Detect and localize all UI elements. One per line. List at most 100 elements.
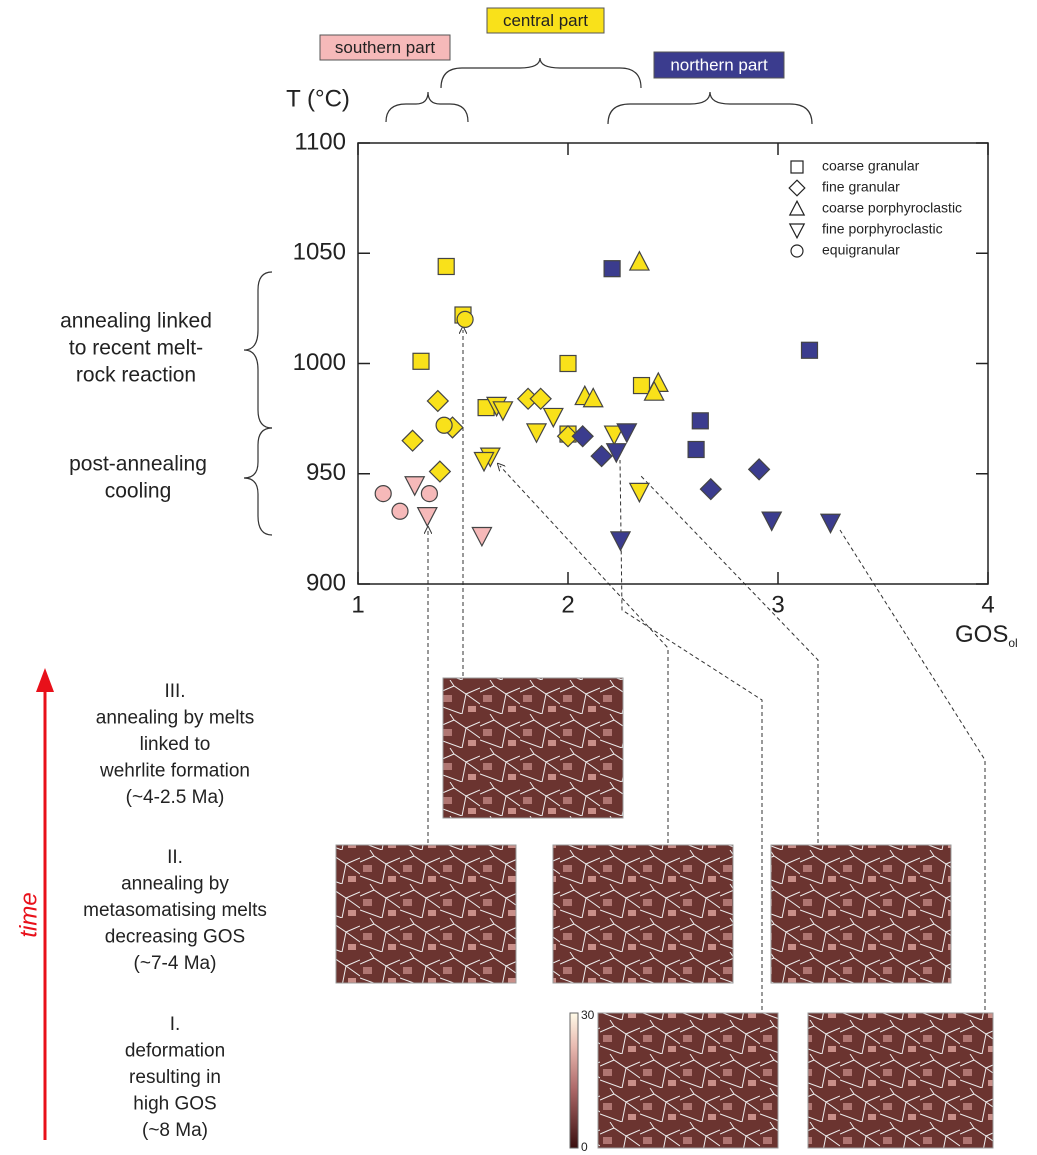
marker-down	[492, 401, 514, 422]
annotation-line: to recent melt-	[69, 337, 203, 360]
colorbar	[569, 1012, 579, 1149]
marker-down	[603, 425, 625, 446]
marker-down	[761, 511, 783, 532]
marker-square	[437, 257, 455, 276]
marker-up	[643, 380, 665, 401]
marker-down	[473, 451, 495, 473]
marker-down	[788, 223, 806, 240]
micrograph	[442, 677, 624, 819]
region-label: northern part	[670, 55, 768, 74]
annotation-line: annealing by	[121, 874, 229, 895]
y-tick-label: 1000	[293, 349, 346, 376]
legend-label: coarse granular	[822, 158, 920, 174]
marker-down	[616, 423, 638, 444]
annotation-line: II.	[167, 847, 183, 868]
marker-up	[788, 199, 806, 216]
time-label: time	[15, 892, 42, 937]
marker-down	[542, 407, 564, 429]
marker-circle	[391, 502, 409, 520]
x-tick-label: 4	[981, 591, 994, 618]
region-label: southern part	[335, 38, 435, 57]
x-tick-label: 2	[561, 591, 574, 618]
legend-label: fine granular	[822, 179, 900, 195]
region-box	[319, 34, 451, 61]
annotation-line: III.	[164, 681, 185, 702]
marker-up	[628, 250, 650, 271]
marker-diamond	[747, 458, 771, 481]
legend-label: coarse porphyroclastic	[822, 200, 962, 216]
marker-square	[632, 376, 651, 395]
marker-down	[404, 476, 426, 497]
marker-circle	[374, 484, 392, 503]
y-tick-label: 1100	[294, 128, 346, 155]
annotation-line: I.	[170, 1014, 181, 1035]
marker-square	[687, 440, 705, 459]
annotation-line: (~8 Ma)	[142, 1120, 208, 1141]
annotation-line: metasomatising melts	[83, 900, 267, 921]
marker-circle	[420, 484, 438, 503]
marker-up	[582, 387, 604, 408]
marker-diamond	[428, 460, 452, 483]
x-axis-title-main: GOS	[955, 621, 1008, 648]
marker-down	[471, 526, 493, 548]
annotation-line: (~4-2.5 Ma)	[126, 787, 225, 808]
marker-square	[603, 260, 621, 278]
braces	[243, 57, 813, 536]
legend-label: equigranular	[822, 242, 900, 258]
micrograph	[770, 844, 952, 984]
micrograph	[597, 1012, 779, 1149]
y-tick-label: 900	[306, 569, 346, 596]
marker-down	[605, 443, 627, 464]
marker-square	[790, 160, 804, 174]
region-label: central part	[503, 11, 588, 30]
marker-down	[416, 507, 438, 528]
micrographs	[335, 677, 994, 1149]
y-tick-label: 950	[306, 459, 346, 486]
annotation-line: (~7-4 Ma)	[134, 953, 217, 974]
marker-square	[412, 352, 430, 370]
x-axis-title: GOSol	[955, 621, 1018, 650]
marker-square	[691, 412, 709, 430]
annotation-line: wehrlite formation	[99, 761, 250, 782]
micrograph	[807, 1012, 994, 1149]
marker-down	[628, 482, 650, 504]
annotation-line: high GOS	[133, 1094, 216, 1115]
marker-down	[609, 531, 632, 552]
region-box	[653, 51, 785, 79]
marker-square	[800, 341, 819, 359]
annotation-line: deformation	[125, 1041, 225, 1062]
annotation-line: resulting in	[129, 1067, 221, 1088]
marker-down	[819, 513, 842, 534]
marker-diamond	[529, 387, 552, 411]
region-box	[486, 7, 605, 34]
marker-circle	[790, 244, 804, 258]
colorbar-max: 30	[581, 1008, 595, 1022]
marker-diamond	[571, 425, 594, 448]
annotation-line: annealing by melts	[96, 708, 254, 729]
marker-down	[525, 423, 548, 444]
annotation-line: post-annealing	[69, 453, 207, 476]
y-tick-label: 1050	[293, 239, 346, 266]
marker-circle	[435, 416, 453, 434]
marker-diamond	[426, 389, 450, 413]
annotation-line: linked to	[140, 734, 211, 755]
x-axis-title-sub: ol	[1008, 636, 1017, 650]
x-tick-label: 1	[351, 591, 364, 618]
y-axis-title: T (°C)	[286, 85, 350, 112]
connector-arrows	[428, 330, 986, 1010]
micrograph	[335, 844, 517, 984]
marker-diamond	[699, 477, 723, 501]
marker-circle	[456, 310, 474, 328]
legend-label: fine porphyroclastic	[822, 221, 943, 237]
micrograph	[552, 844, 734, 984]
marker-square	[559, 354, 577, 373]
annotation-line: annealing linked	[60, 310, 212, 333]
marker-diamond	[788, 179, 806, 197]
x-tick-label: 3	[771, 591, 784, 618]
marker-diamond	[590, 444, 613, 468]
annotation-line: decreasing GOS	[105, 927, 245, 948]
colorbar-min: 0	[581, 1140, 588, 1154]
annotation-line: cooling	[105, 480, 172, 503]
time-arrow-head	[36, 668, 54, 692]
